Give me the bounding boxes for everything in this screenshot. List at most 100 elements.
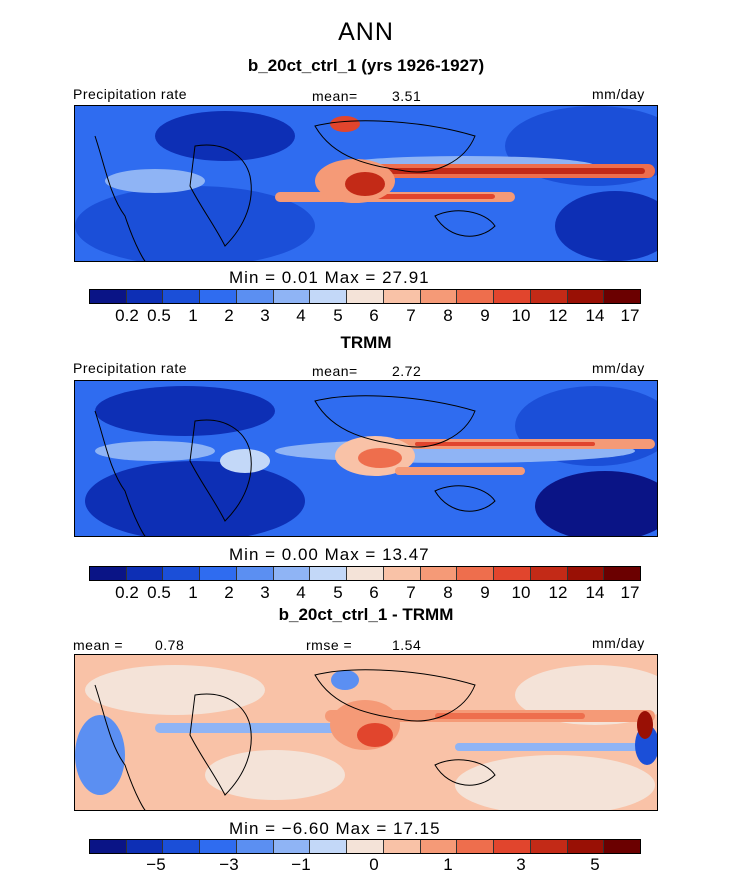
panel-2-colorbar (89, 566, 641, 581)
colorbar-bin (420, 290, 458, 303)
panel-1-map-field (75, 106, 657, 261)
panel-2-minmax: Min = 0.00 Max = 13.47 (229, 545, 430, 564)
colorbar-tick-label: 2 (224, 306, 234, 325)
colorbar-tick-label: 12 (548, 583, 568, 602)
panel-2-mean-label: mean= (312, 363, 358, 379)
colorbar-bin (90, 290, 127, 303)
panel-3-minmax: Min = −6.60 Max = 17.15 (229, 819, 441, 838)
colorbar-bin (200, 290, 237, 303)
colorbar-tick-label: 14 (585, 306, 605, 325)
colorbar-tick-label: 17 (620, 583, 640, 602)
colorbar-tick-label: 17 (620, 306, 640, 325)
colorbar-tick-label: 7 (406, 306, 416, 325)
colorbar-bin (494, 840, 531, 853)
colorbar-bin (604, 567, 641, 580)
colorbar-bin (567, 840, 605, 853)
colorbar-bin (494, 290, 531, 303)
colorbar-bin (126, 290, 164, 303)
colorbar-bin (567, 290, 605, 303)
colorbar-tick-label: 10 (511, 306, 531, 325)
colorbar-bin (163, 840, 201, 853)
colorbar-tick-label: −3 (219, 855, 239, 874)
colorbar-tick-label: 6 (369, 583, 379, 602)
panel-3-mean-value: 0.78 (155, 637, 185, 653)
colorbar-bin (347, 290, 384, 303)
colorbar-tick-label: 4 (296, 306, 306, 325)
panel-2-units: mm/day (592, 360, 645, 376)
panel-1-colorbar (89, 289, 641, 304)
colorbar-bin (90, 567, 127, 580)
colorbar-tick-label: 7 (406, 583, 416, 602)
colorbar-bin (200, 567, 237, 580)
colorbar-bin (163, 290, 201, 303)
colorbar-bin (126, 567, 164, 580)
figure-title: ANN (338, 18, 394, 46)
colorbar-tick-label: 0.2 (115, 583, 139, 602)
colorbar-bin (420, 567, 458, 580)
colorbar-tick-label: 3 (260, 306, 270, 325)
colorbar-tick-label: 4 (296, 583, 306, 602)
colorbar-tick-label: 6 (369, 306, 379, 325)
panel-3-map-field (75, 655, 657, 810)
panel-2-colorbar-ticks: 0.2 0.5 1 2 3 4 5 6 7 8 9 10 12 14 17 (89, 583, 641, 603)
colorbar-tick-label: 1 (188, 583, 198, 602)
colorbar-bin (273, 840, 311, 853)
colorbar-tick-label: −1 (291, 855, 311, 874)
colorbar-bin (273, 567, 311, 580)
colorbar-bin (494, 567, 531, 580)
colorbar-bin (163, 567, 201, 580)
colorbar-tick-label: 9 (480, 583, 490, 602)
colorbar-tick-label: 8 (443, 583, 453, 602)
colorbar-tick-label: 1 (188, 306, 198, 325)
panel-3-colorbar (89, 839, 641, 854)
colorbar-tick-label: 5 (333, 583, 343, 602)
colorbar-bin (273, 290, 311, 303)
colorbar-bin (530, 290, 568, 303)
panel-3-units: mm/day (592, 635, 645, 651)
colorbar-tick-label: 9 (480, 306, 490, 325)
colorbar-tick-label: 0.5 (147, 306, 171, 325)
panel-2-variable-label: Precipitation rate (73, 360, 188, 376)
colorbar-bin (457, 290, 495, 303)
colorbar-bin (310, 567, 348, 580)
colorbar-bin (530, 567, 568, 580)
panel-1-map (74, 105, 658, 262)
colorbar-tick-label: 14 (585, 583, 605, 602)
panel-1-mean-label: mean= (312, 88, 358, 104)
colorbar-bin (310, 840, 348, 853)
colorbar-tick-label: 8 (443, 306, 453, 325)
panel-1-mean-value: 3.51 (392, 88, 422, 104)
colorbar-bin (236, 290, 274, 303)
panel-1-title: b_20ct_ctrl_1 (yrs 1926-1927) (247, 56, 485, 75)
colorbar-bin (604, 290, 641, 303)
panel-2-map-field (75, 381, 657, 536)
colorbar-tick-label: 0.5 (147, 583, 171, 602)
colorbar-bin (604, 840, 641, 853)
panel-3-map (74, 654, 658, 811)
colorbar-bin (310, 290, 348, 303)
colorbar-tick-label: 10 (511, 583, 531, 602)
colorbar-bin (90, 840, 127, 853)
colorbar-tick-label: 5 (333, 306, 343, 325)
colorbar-bin (236, 567, 274, 580)
colorbar-bin (347, 840, 384, 853)
colorbar-bin (236, 840, 274, 853)
colorbar-bin (347, 567, 384, 580)
panel-3-title: b_20ct_ctrl_1 - TRMM (278, 605, 454, 624)
colorbar-bin (383, 567, 421, 580)
colorbar-tick-label: 2 (224, 583, 234, 602)
colorbar-bin (567, 567, 605, 580)
panel-1-colorbar-ticks: 0.2 0.5 1 2 3 4 5 6 7 8 9 10 12 14 17 (89, 306, 641, 326)
panel-2-map (74, 380, 658, 537)
colorbar-bin (457, 840, 495, 853)
colorbar-tick-label: 0.2 (115, 306, 139, 325)
colorbar-tick-label: −5 (146, 855, 166, 874)
colorbar-bin (383, 840, 421, 853)
colorbar-bin (126, 840, 164, 853)
panel-3-rmse-label: rmse = (306, 637, 353, 653)
panel-2-title: TRMM (340, 333, 392, 352)
panel-1-minmax: Min = 0.01 Max = 27.91 (229, 268, 430, 287)
colorbar-bin (530, 840, 568, 853)
colorbar-tick-label: 12 (548, 306, 568, 325)
panel-2-mean-value: 2.72 (392, 363, 422, 379)
